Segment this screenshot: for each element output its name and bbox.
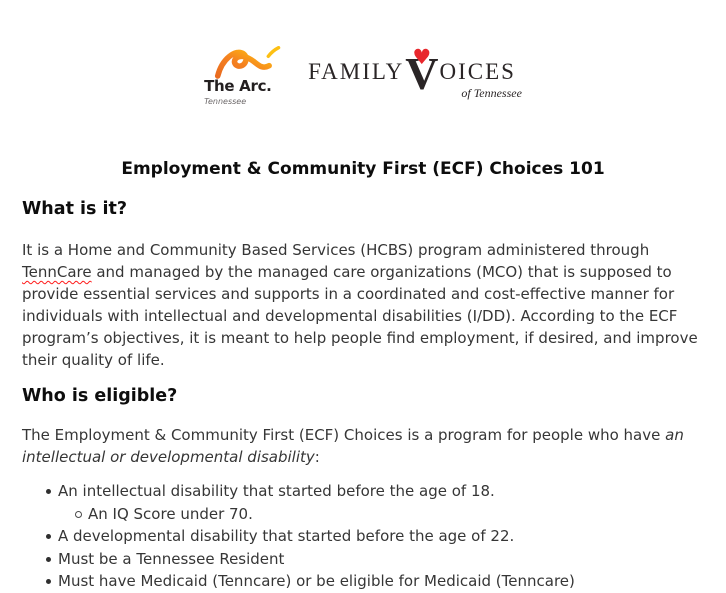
paragraph-text: and managed by the managed care organiza… [22, 263, 698, 369]
bullet-icon [38, 570, 58, 593]
list-item-text: A developmental disability that started … [58, 527, 515, 545]
list-item: Must be a Tennessee Resident [38, 548, 704, 571]
family-voices-word-end: OICES [439, 59, 516, 84]
family-voices-logo: FAMILY ♥ V OICES of Tennessee [308, 47, 522, 103]
heart-icon: ♥ [412, 45, 432, 69]
the-arc-logo: The Arc. Tennessee [204, 46, 290, 106]
arc-logo-region: Tennessee [204, 97, 247, 106]
circle-bullet-icon [68, 503, 88, 526]
section-heading-who-is-eligible: Who is eligible? [22, 386, 178, 406]
page-title: Employment & Community First (ECF) Choic… [121, 159, 605, 179]
list-item-text: An IQ Score under 70. [88, 504, 253, 523]
list-item-text: Must be a Tennessee Resident [58, 549, 285, 568]
paragraph-text: The Employment & Community First (ECF) C… [22, 426, 666, 444]
list-item: A developmental disability that started … [38, 525, 704, 548]
bullet-icon [38, 548, 58, 571]
arc-logo-name: The Arc. [204, 77, 272, 95]
paragraph-text: It is a Home and Community Based Service… [22, 241, 650, 259]
eligibility-paragraph: The Employment & Community First (ECF) C… [22, 424, 704, 468]
family-voices-v-letter: V [405, 48, 439, 99]
logo-header: The Arc. Tennessee FAMILY ♥ V OICES of T… [22, 0, 704, 110]
family-voices-v: ♥ V [405, 47, 439, 99]
bullet-icon [38, 480, 58, 503]
eligibility-list: An intellectual disability that started … [22, 480, 704, 593]
list-item-sub: An IQ Score under 70. [38, 503, 704, 526]
bullet-icon [38, 525, 58, 548]
family-voices-tagline: of Tennessee [461, 86, 522, 100]
arc-swoosh-icon [214, 46, 281, 79]
what-is-it-paragraph: It is a Home and Community Based Service… [22, 239, 704, 371]
spellcheck-flagged-word[interactable]: TennCare [22, 263, 92, 281]
list-item: An intellectual disability that started … [38, 480, 704, 503]
section-heading-what-is-it: What is it? [22, 199, 128, 219]
list-item-text: An intellectual disability that started … [58, 482, 495, 500]
list-item-text: Must have Medicaid (Tenncare) or be elig… [58, 572, 575, 590]
list-item: Must have Medicaid (Tenncare) or be elig… [38, 570, 704, 593]
family-voices-word-start: FAMILY [308, 59, 405, 84]
paragraph-text: : [314, 448, 320, 466]
paragraph-italic-text: an intellectual or developmental disabil… [22, 426, 684, 466]
